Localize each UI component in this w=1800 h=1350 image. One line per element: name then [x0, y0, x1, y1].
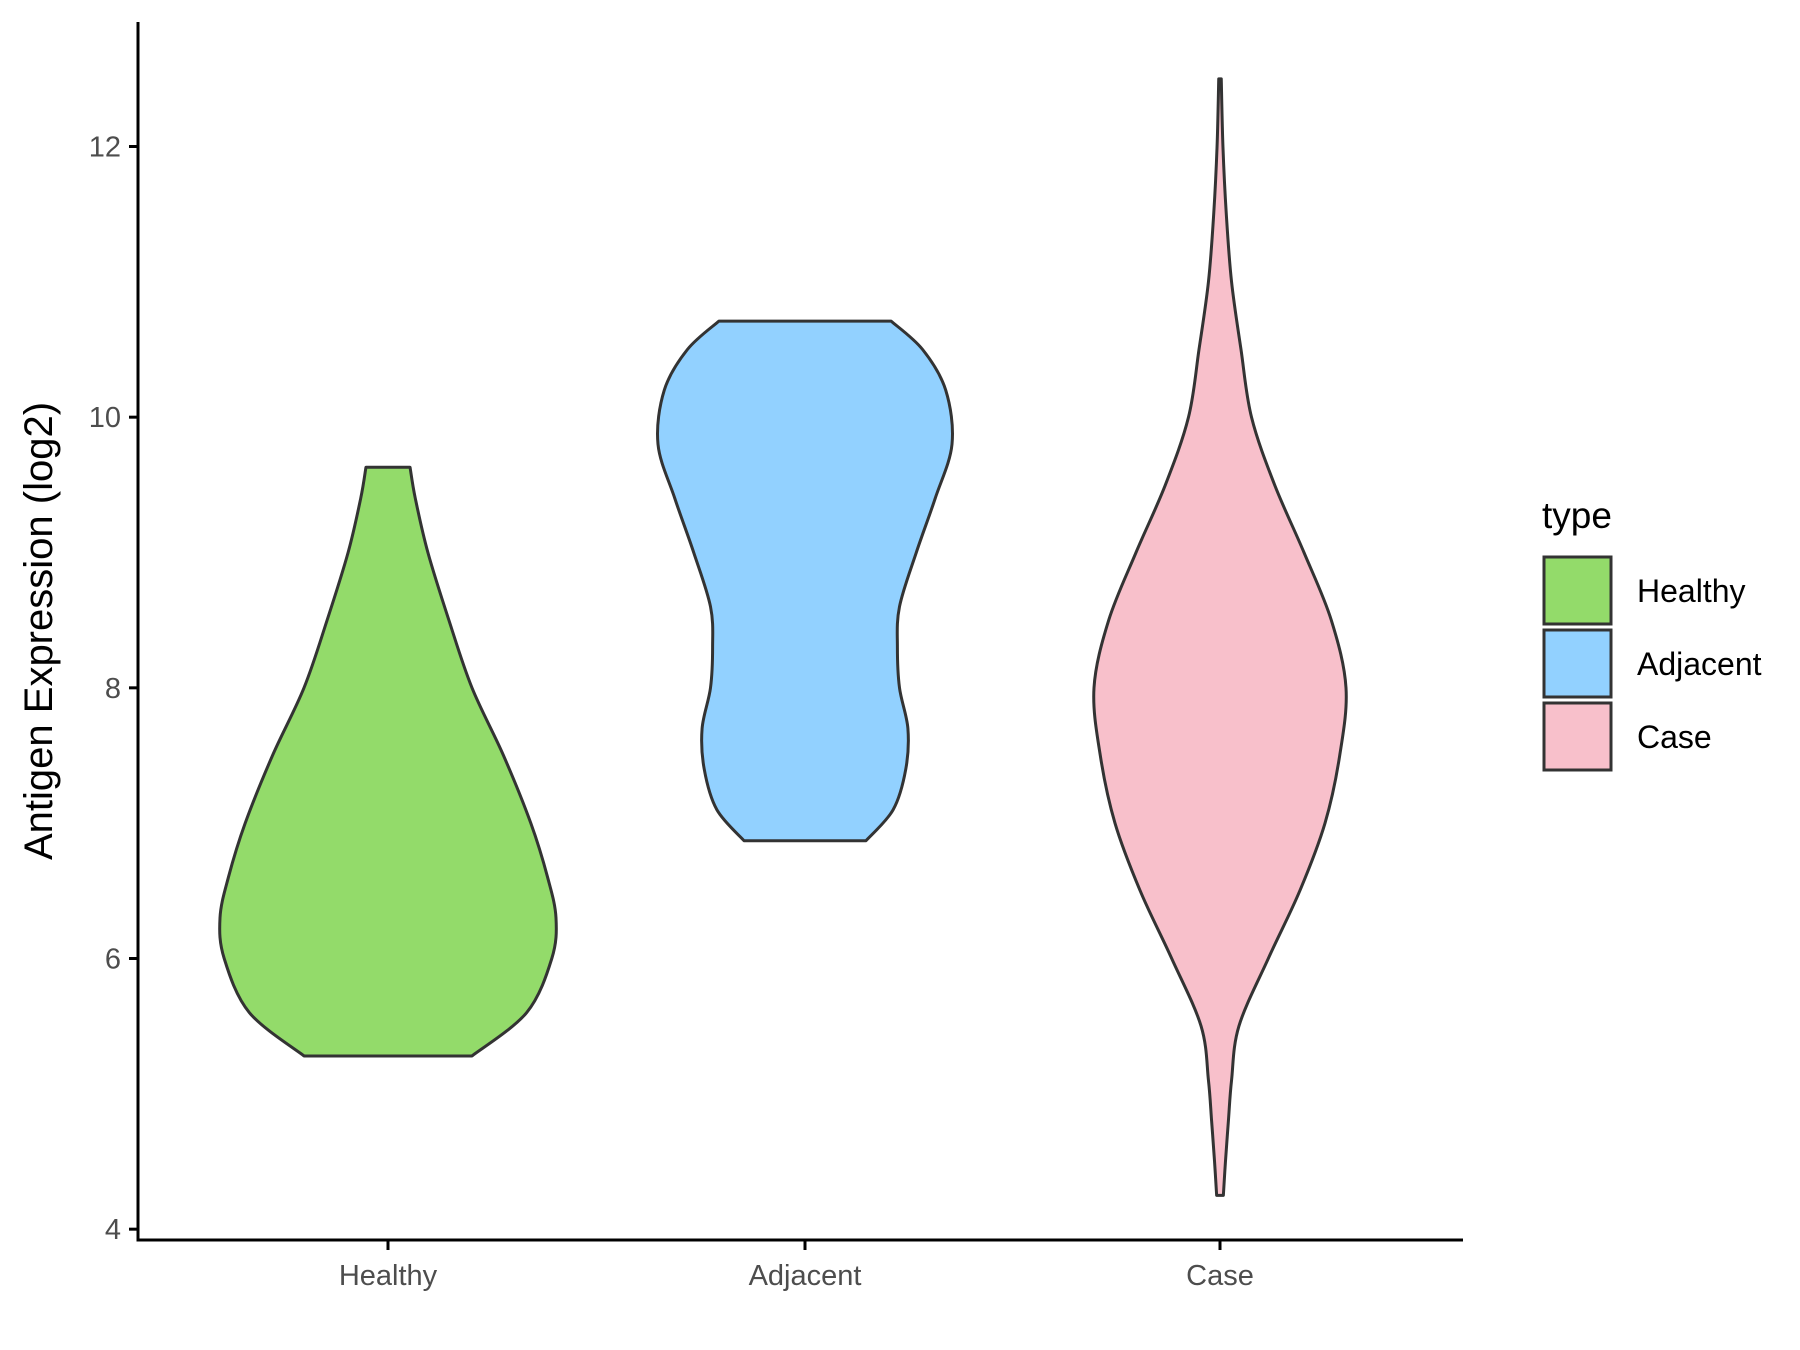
- y-axis-title: Antigen Expression (log2): [17, 402, 61, 860]
- violins-layer: [218, 77, 1348, 1197]
- violin-case: [1092, 77, 1348, 1197]
- y-tick-label: 6: [105, 944, 121, 976]
- axes-layer: 4 6 8 10 12 Healthy Adjacent Case: [89, 22, 1463, 1292]
- y-tick-label: 10: [89, 402, 121, 434]
- legend-swatch-adjacent: [1542, 628, 1613, 699]
- legend-swatch-case: [1542, 701, 1613, 772]
- y-axis-ticks: 4 6 8 10 12: [89, 132, 138, 1246]
- legend-title: type: [1542, 495, 1612, 536]
- y-tick-label: 4: [105, 1214, 121, 1246]
- x-tick-label: Adjacent: [749, 1260, 862, 1292]
- legend-swatch-healthy: [1542, 555, 1613, 626]
- x-axis-ticks: Healthy Adjacent Case: [339, 1240, 1254, 1292]
- legend-label-case: Case: [1637, 719, 1712, 755]
- y-tick-label: 8: [105, 673, 121, 705]
- x-tick-label: Case: [1186, 1260, 1254, 1292]
- legend-items: Healthy Adjacent Case: [1542, 555, 1762, 772]
- violin-adjacent: [656, 319, 954, 843]
- legend-label-healthy: Healthy: [1637, 573, 1746, 609]
- legend-label-adjacent: Adjacent: [1637, 646, 1762, 682]
- y-tick-label: 12: [89, 132, 121, 164]
- legend: type Healthy Adjacent Case: [1542, 495, 1762, 772]
- x-tick-label: Healthy: [339, 1260, 438, 1292]
- violin-healthy: [218, 465, 558, 1058]
